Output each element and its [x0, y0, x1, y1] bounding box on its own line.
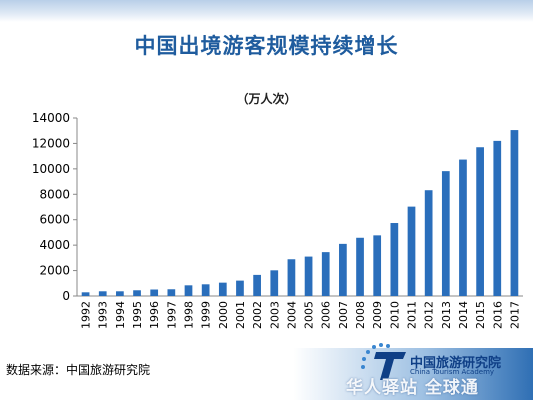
x-tick-label: 2007 — [337, 301, 350, 329]
x-tick-label: 2011 — [406, 301, 419, 329]
bar — [287, 259, 296, 296]
watermark: 华人驿站 全球通 — [346, 378, 479, 398]
x-tick-label: 2005 — [303, 301, 316, 329]
bar — [373, 235, 382, 296]
bar — [184, 285, 193, 296]
bar — [476, 147, 484, 296]
academy-name: 中国旅游研究院 — [410, 356, 502, 371]
x-tick-label: 1996 — [148, 301, 161, 329]
bar — [133, 290, 141, 296]
y-tick-label: 8000 — [39, 187, 70, 201]
x-tick-label: 1998 — [183, 301, 196, 329]
bar — [253, 274, 261, 296]
x-tick-label: 2015 — [474, 301, 487, 329]
bar — [339, 243, 347, 296]
x-tick-label: 2014 — [457, 301, 470, 329]
x-tick-label: 1993 — [97, 301, 110, 329]
x-tick-label: 1997 — [165, 301, 178, 329]
bar — [150, 289, 159, 296]
x-tick-label: 2013 — [440, 301, 453, 329]
bar — [441, 171, 450, 296]
chart-title: 中国出境游客规模持续增长 — [134, 33, 399, 58]
y-tick-label: 12000 — [32, 136, 70, 150]
bar — [510, 130, 519, 296]
bar — [424, 190, 433, 296]
x-tick-label: 1999 — [200, 301, 213, 329]
bar — [493, 140, 502, 296]
bar — [270, 270, 279, 296]
bar — [407, 206, 416, 296]
top-band — [0, 0, 533, 22]
bar — [201, 284, 210, 296]
x-tick-label: 2009 — [371, 301, 384, 329]
bar — [356, 237, 364, 296]
bar — [390, 223, 399, 296]
x-tick-label: 2006 — [320, 301, 333, 329]
bar — [236, 280, 244, 296]
bar — [304, 256, 313, 296]
x-tick-label: 2000 — [217, 301, 230, 329]
x-tick-label: 2008 — [354, 301, 367, 329]
y-tick-label: 2000 — [39, 264, 70, 278]
x-tick-label: 2010 — [388, 301, 401, 329]
bar — [98, 291, 107, 296]
x-tick-label: 1992 — [80, 301, 93, 329]
x-tick-label: 2004 — [285, 301, 298, 329]
bar — [167, 289, 176, 296]
x-tick-label: 2016 — [491, 301, 504, 329]
x-tick-label: 2002 — [251, 301, 264, 329]
bar — [218, 282, 227, 296]
x-tick-label: 2017 — [508, 301, 521, 329]
x-tick-label: 1994 — [114, 301, 127, 329]
unit-label: （万人次） — [236, 92, 297, 106]
data-source: 数据来源：中国旅游研究院 — [6, 363, 151, 377]
x-tick-label: 2001 — [234, 301, 247, 329]
y-tick-label: 10000 — [32, 162, 70, 176]
academy-logo-icon — [361, 343, 406, 380]
y-tick-label: 6000 — [39, 213, 70, 227]
x-tick-label: 2012 — [423, 301, 436, 329]
bottom-band — [0, 348, 533, 400]
bar — [116, 291, 124, 296]
bar — [81, 292, 90, 296]
y-tick-label: 0 — [62, 289, 70, 303]
y-tick-label: 4000 — [39, 238, 70, 252]
y-tick-label: 14000 — [32, 111, 70, 125]
academy-english-name: China Tourism Academy — [410, 368, 495, 376]
bar — [459, 159, 467, 296]
x-tick-label: 2003 — [268, 301, 281, 329]
bar — [321, 252, 330, 296]
bar-chart: 0 2000 4000 6000 8000 10000 12000 14000 1992 1993… — [32, 111, 523, 329]
x-tick-label: 1995 — [131, 301, 144, 329]
